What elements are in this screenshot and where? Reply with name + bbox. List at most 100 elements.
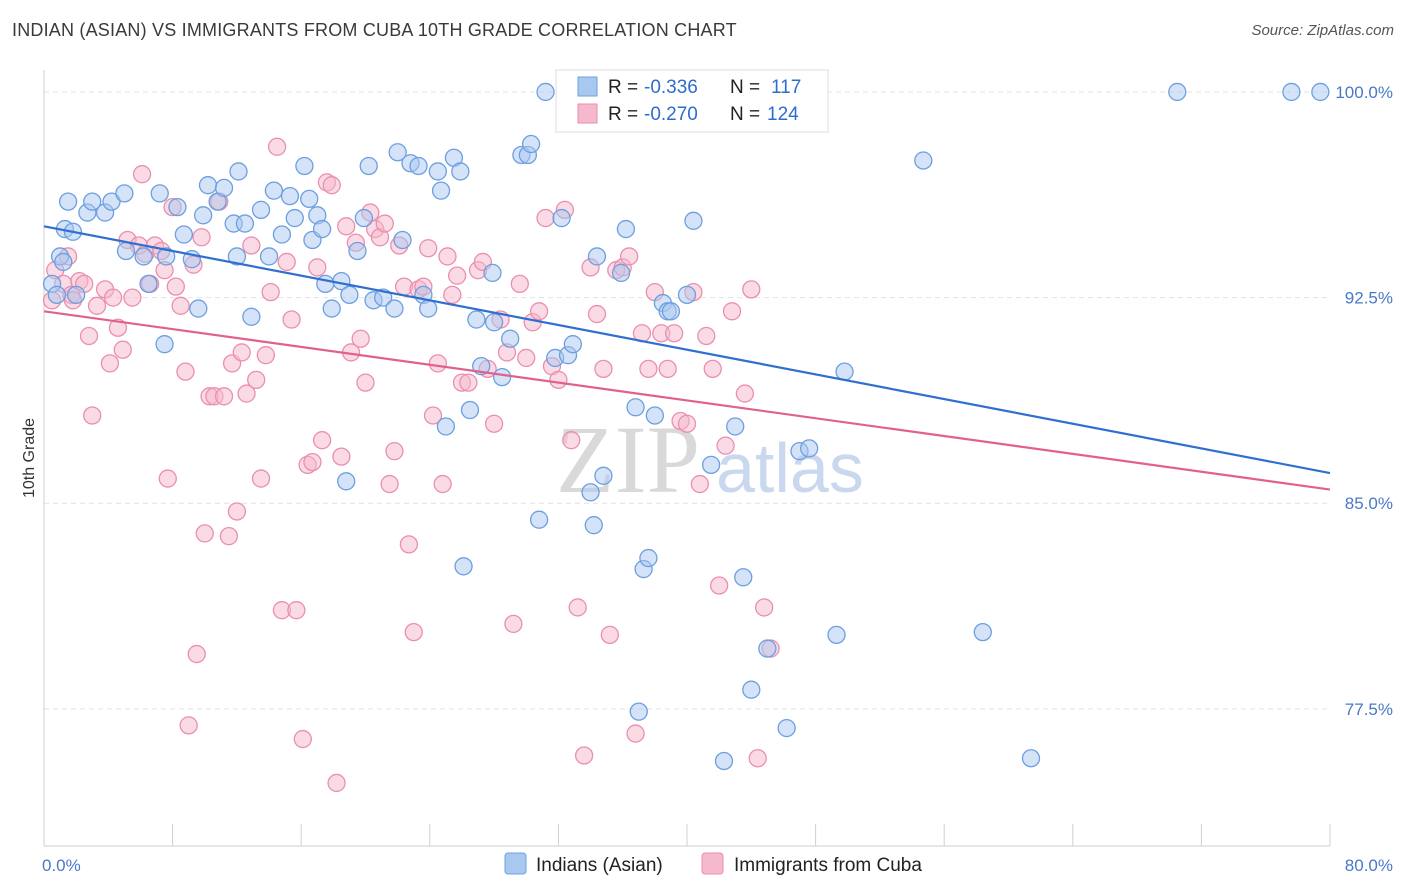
cuba-point-56 <box>303 452 322 472</box>
legend-swatch-blue <box>577 76 598 97</box>
indian-point-22 <box>189 299 208 318</box>
indian-point-99 <box>734 568 753 587</box>
x-tick-label-0: 0.0% <box>42 856 81 875</box>
indian-point-112 <box>1311 82 1330 102</box>
indian-point-110 <box>1168 82 1187 102</box>
legend-r-label-2: R = <box>608 104 638 125</box>
legend-box: R = -0.336 N = 117 R = -0.270 N = 124 <box>555 69 829 133</box>
cuba-point-47 <box>256 346 275 365</box>
cuba-point-76 <box>399 535 419 554</box>
indian-point-106 <box>835 362 854 381</box>
cuba-point-77 <box>404 622 423 642</box>
cuba-point-82 <box>428 354 447 373</box>
indian-point-96 <box>701 455 721 475</box>
indian-point-88 <box>629 702 648 721</box>
indian-point-20 <box>174 225 194 244</box>
indian-point-48 <box>348 241 367 261</box>
cuba-point-14 <box>108 318 128 337</box>
indian-point-85 <box>611 263 631 283</box>
cuba-point-9 <box>83 406 102 425</box>
cuba-point-99 <box>529 302 549 321</box>
y-tick-label-1: 92.5% <box>1345 289 1393 308</box>
indian-point-43 <box>316 274 335 294</box>
cuba-point-33 <box>192 228 211 247</box>
indian-point-59 <box>419 299 438 318</box>
indian-point-49 <box>354 208 374 228</box>
cuba-point-62 <box>332 447 351 466</box>
indian-point-94 <box>677 285 697 304</box>
indian-point-115 <box>639 548 658 568</box>
indian-point-60 <box>428 162 447 181</box>
indian-point-116 <box>594 466 613 485</box>
indian-point-36 <box>280 186 300 206</box>
indian-point-65 <box>454 557 473 576</box>
cuba-point-92 <box>484 414 504 433</box>
cuba-point-131 <box>735 384 755 403</box>
indian-point-24 <box>198 176 218 195</box>
indian-point-28 <box>227 247 247 266</box>
cuba-point-124 <box>690 474 710 494</box>
cuba-point-113 <box>619 247 639 266</box>
legend-n-value-2: 124 <box>767 104 799 125</box>
cuba-point-80 <box>419 239 438 258</box>
cuba-point-25 <box>158 469 177 488</box>
series-indian-points <box>42 82 1330 771</box>
cuba-point-109 <box>594 359 613 379</box>
y-tick-labels: 100.0% 92.5% 85.0% 77.5% <box>1335 83 1393 719</box>
trend-lines <box>43 225 1331 491</box>
indian-point-5 <box>58 192 78 211</box>
cuba-point-85 <box>443 285 462 304</box>
cuba-point-61 <box>327 773 346 793</box>
indian-point-29 <box>229 162 248 181</box>
cuba-point-128 <box>716 436 735 455</box>
legend-r-value-2: -0.270 <box>644 104 698 125</box>
cuba-point-28 <box>171 296 190 315</box>
cuba-point-58 <box>312 431 332 450</box>
indian-point-3 <box>54 252 73 272</box>
cuba-point-10 <box>87 296 107 315</box>
cuba-point-120 <box>664 324 684 343</box>
cuba-point-116 <box>639 359 658 379</box>
indian-point-70 <box>484 313 504 332</box>
indian-point-84 <box>587 247 607 266</box>
legend-n-label-1: N = <box>730 77 760 98</box>
cuba-point-132 <box>742 280 761 299</box>
cuba-point-95 <box>504 614 523 634</box>
indian-point-57 <box>409 156 428 176</box>
indian-point-81 <box>563 335 583 354</box>
cuba-point-38 <box>214 387 234 406</box>
cuba-point-84 <box>438 247 457 266</box>
indian-point-69 <box>483 263 502 283</box>
indian-point-16 <box>150 184 169 203</box>
cuba-point-53 <box>287 601 306 620</box>
cuba-point-72 <box>380 474 399 494</box>
y-tick-label-3: 77.5% <box>1345 700 1393 719</box>
cuba-point-122 <box>677 414 697 433</box>
cuba-point-100 <box>536 208 555 228</box>
legend-n-label-2: N = <box>730 104 760 125</box>
trend-line-cuba <box>43 310 1331 491</box>
legend-r-value-1: -0.336 <box>644 77 698 98</box>
indian-point-39 <box>300 189 319 209</box>
cuba-point-110 <box>600 625 619 645</box>
indian-point-32 <box>251 200 271 219</box>
cuba-point-129 <box>722 302 742 321</box>
indian-point-15 <box>139 274 158 294</box>
bottom-legend: Indians (Asian) Immigrants from Cuba <box>504 852 922 876</box>
cuba-point-27 <box>166 277 185 296</box>
cuba-point-12 <box>100 354 120 373</box>
cuba-point-88 <box>459 373 478 392</box>
indian-point-47 <box>340 285 359 304</box>
cuba-point-46 <box>251 469 271 488</box>
cuba-point-51 <box>277 252 296 272</box>
y-tick-label-2: 85.0% <box>1345 494 1393 513</box>
indian-point-109 <box>1021 749 1041 768</box>
cuba-point-108 <box>587 304 607 324</box>
cuba-point-42 <box>232 343 251 362</box>
cuba-point-34 <box>195 524 214 543</box>
indian-point-87 <box>626 398 645 417</box>
cuba-point-86 <box>447 266 467 285</box>
cuba-point-63 <box>337 217 356 236</box>
cuba-point-30 <box>179 716 198 735</box>
indian-point-101 <box>758 639 777 658</box>
